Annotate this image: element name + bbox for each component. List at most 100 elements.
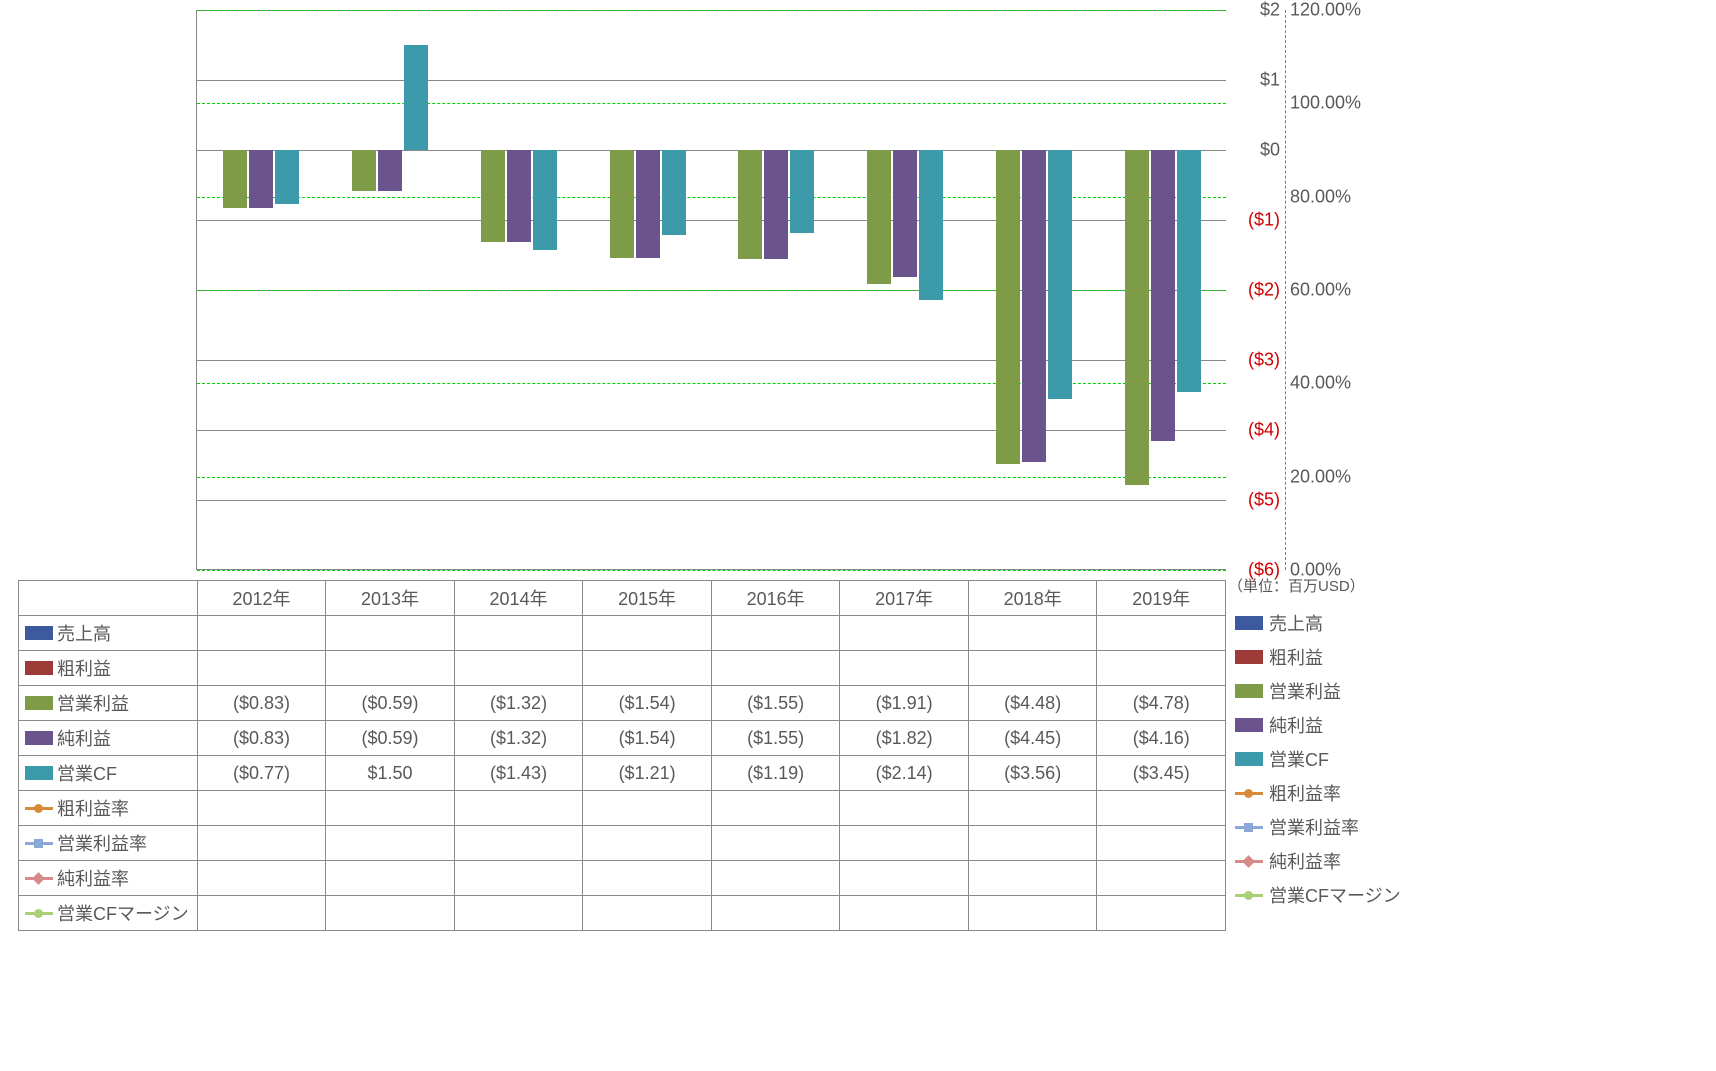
legend-label: 純利益率 [1269,848,1341,874]
secondary-y-axis-labels: 120.00%100.00%80.00%60.00%40.00%20.00%0.… [1290,10,1380,570]
data-cell [454,651,583,686]
bar-op [610,150,634,258]
data-cell [197,616,326,651]
data-cell [454,826,583,861]
bar-net [249,150,273,208]
data-cell: ($1.54) [583,686,712,721]
series-label: 営業CF [57,760,117,786]
row-header-opm: 営業利益率 [19,826,198,861]
data-cell [968,861,1097,896]
series-label: 粗利益率 [57,795,129,821]
legend-item-opm: 営業利益率 [1235,810,1485,844]
y2-tick-label: 120.00% [1290,0,1361,21]
data-cell [840,616,969,651]
swatch-opm [25,836,53,850]
year-header: 2014年 [454,581,583,616]
data-cell: ($0.59) [326,721,455,756]
data-cell: ($4.78) [1097,686,1226,721]
y2-tick-label: 60.00% [1290,280,1351,301]
data-cell [968,826,1097,861]
swatch-cf [1235,752,1263,766]
data-cell: ($1.32) [454,686,583,721]
series-label: 粗利益 [57,655,111,681]
data-cell: ($3.56) [968,756,1097,791]
year-header: 2016年 [711,581,840,616]
swatch-cfm [1235,888,1263,902]
year-header: 2012年 [197,581,326,616]
swatch-gm [1235,786,1263,800]
y2-tick-label: 80.00% [1290,186,1351,207]
y1-tick-label: ($4) [1248,420,1280,441]
swatch-net [25,731,53,745]
data-cell [197,896,326,931]
data-cell [326,616,455,651]
bar-net [636,150,660,258]
bar-cf [790,150,814,233]
data-cell [1097,651,1226,686]
table-row: 粗利益率 [19,791,1226,826]
y2-tick-label: 100.00% [1290,93,1361,114]
swatch-gm [25,801,53,815]
y1-tick-label: $1 [1260,70,1280,91]
data-cell [840,651,969,686]
data-cell [711,826,840,861]
data-cell: ($1.43) [454,756,583,791]
y2-tick-label: 40.00% [1290,373,1351,394]
data-cell: ($4.48) [968,686,1097,721]
data-cell [454,861,583,896]
data-cell [968,791,1097,826]
bar-net [893,150,917,277]
data-cell [711,896,840,931]
data-cell [840,896,969,931]
bar-op [1125,150,1149,485]
year-header: 2013年 [326,581,455,616]
secondary-y-axis-line [1285,10,1286,570]
data-cell [326,791,455,826]
data-cell [840,791,969,826]
data-cell: ($2.14) [840,756,969,791]
legend-label: 売上高 [1269,610,1323,636]
swatch-cf [25,766,53,780]
swatch-gross [1235,650,1263,664]
data-cell [583,896,712,931]
data-cell: ($3.45) [1097,756,1226,791]
swatch-sales [25,626,53,640]
data-cell [1097,616,1226,651]
table-row: 純利益率 [19,861,1226,896]
swatch-net [1235,718,1263,732]
bar-cf [404,45,428,150]
data-cell [1097,791,1226,826]
data-cell: ($4.45) [968,721,1097,756]
table-row: 営業利益($0.83)($0.59)($1.32)($1.54)($1.55)(… [19,686,1226,721]
table-row: 営業利益率 [19,826,1226,861]
bar-net [764,150,788,259]
data-cell [840,826,969,861]
year-header: 2019年 [1097,581,1226,616]
series-label: 営業CFマージン [57,900,189,926]
data-cell: $1.50 [326,756,455,791]
bar-cf [275,150,299,204]
row-header-cfm: 営業CFマージン [19,896,198,931]
year-header: 2017年 [840,581,969,616]
bar-net [378,150,402,191]
table-row: 純利益($0.83)($0.59)($1.32)($1.54)($1.55)($… [19,721,1226,756]
legend-label: 粗利益 [1269,644,1323,670]
row-header-op: 営業利益 [19,686,198,721]
data-cell [583,791,712,826]
series-label: 売上高 [57,620,111,646]
row-header-npm: 純利益率 [19,861,198,896]
series-label: 純利益 [57,725,111,751]
legend-label: 営業CFマージン [1269,882,1401,908]
bar-op [738,150,762,259]
data-cell [583,651,712,686]
legend-label: 営業CF [1269,746,1329,772]
data-cell [968,651,1097,686]
legend-item-npm: 純利益率 [1235,844,1485,878]
series-label: 営業利益率 [57,830,147,856]
legend-item-cfm: 営業CFマージン [1235,878,1485,912]
legend-label: 純利益 [1269,712,1323,738]
data-cell [711,861,840,896]
row-header-cf: 営業CF [19,756,198,791]
data-cell [583,616,712,651]
data-table: 2012年2013年2014年2015年2016年2017年2018年2019年… [18,580,1226,931]
